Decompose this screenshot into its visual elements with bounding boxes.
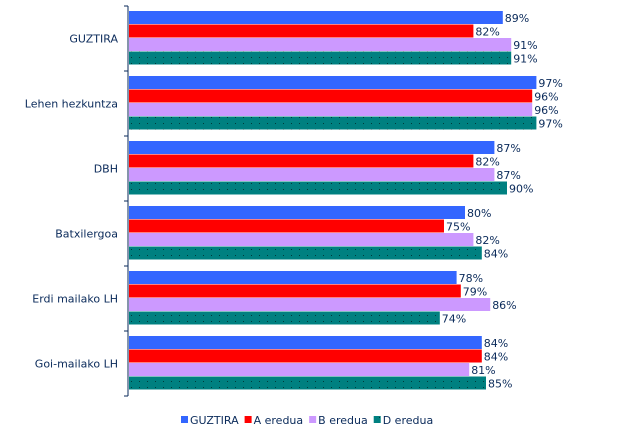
- bar: [129, 311, 440, 325]
- bar: [129, 349, 482, 363]
- category-label: Erdi mailako LH: [32, 293, 118, 306]
- data-label: 75%: [446, 221, 470, 234]
- legend-swatch: [373, 416, 381, 423]
- bar: [129, 284, 461, 298]
- data-label: 91%: [513, 53, 537, 66]
- data-label: 97%: [538, 118, 562, 131]
- legend-label: D eredua: [383, 414, 433, 427]
- data-label: 87%: [496, 169, 520, 182]
- bar: [129, 336, 482, 349]
- legend-swatch: [181, 416, 188, 423]
- bar: [129, 206, 465, 219]
- bar: [129, 11, 503, 24]
- data-label: 81%: [471, 364, 495, 377]
- legend: GUZTIRA A eredua B eredua D eredua: [181, 414, 433, 427]
- category-label: Goi-mailako LH: [35, 358, 118, 371]
- data-label: 80%: [467, 207, 491, 220]
- legend-swatch: [309, 416, 317, 423]
- bar: [129, 89, 533, 103]
- data-label: 87%: [496, 142, 520, 155]
- legend-label: B eredua: [318, 414, 368, 427]
- bar: [129, 181, 507, 195]
- data-label: 78%: [459, 272, 483, 285]
- data-label: 79%: [463, 286, 487, 299]
- legend-label: GUZTIRA: [190, 414, 239, 427]
- category-label: GUZTIRA: [69, 33, 118, 46]
- data-label: 86%: [492, 299, 516, 312]
- bar: [129, 363, 470, 376]
- legend-swatch: [244, 416, 252, 423]
- data-label: 74%: [442, 313, 466, 326]
- data-label: 82%: [475, 234, 499, 247]
- bar: [129, 76, 537, 89]
- data-label: 82%: [475, 26, 499, 39]
- bar: [129, 24, 474, 38]
- bar: [129, 38, 512, 51]
- bar: [129, 154, 474, 168]
- legend-label: A eredua: [254, 414, 304, 427]
- data-label: 84%: [484, 248, 508, 261]
- data-label: 91%: [513, 39, 537, 52]
- category-label: Batxilergoa: [55, 228, 118, 241]
- data-label: 97%: [538, 77, 562, 90]
- data-label: 90%: [509, 183, 533, 196]
- data-label: 89%: [505, 12, 529, 25]
- category-label: Lehen hezkuntza: [25, 98, 118, 111]
- data-label: 96%: [534, 104, 558, 117]
- bar: [129, 246, 482, 260]
- data-label: 84%: [484, 351, 508, 364]
- bar: [129, 168, 495, 181]
- bar: [129, 116, 537, 130]
- bar: [129, 219, 444, 233]
- bar: [129, 103, 533, 116]
- data-label: 85%: [488, 378, 512, 391]
- bar: [129, 376, 486, 390]
- data-label: 84%: [484, 337, 508, 350]
- data-label: 82%: [475, 156, 499, 169]
- bar: [129, 51, 512, 65]
- bar: [129, 233, 474, 246]
- category-label: DBH: [94, 163, 118, 176]
- data-label: 96%: [534, 91, 558, 104]
- bar: [129, 141, 495, 154]
- bar: [129, 271, 457, 284]
- bar: [129, 298, 491, 311]
